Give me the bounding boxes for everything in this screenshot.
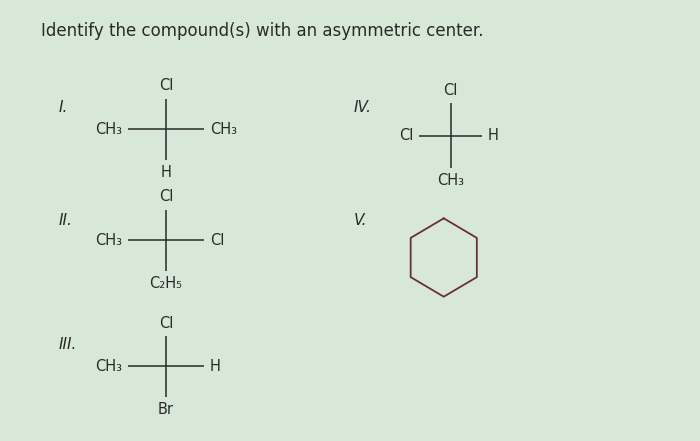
Text: CH₃: CH₃ [95, 232, 122, 247]
Text: Cl: Cl [444, 83, 458, 98]
Text: H: H [160, 165, 172, 180]
Text: Br: Br [158, 402, 174, 417]
Text: CH₃: CH₃ [438, 173, 464, 188]
Text: CH₃: CH₃ [95, 122, 122, 137]
Text: CH₃: CH₃ [95, 359, 122, 374]
Text: Cl: Cl [210, 232, 224, 247]
Text: Cl: Cl [159, 316, 173, 331]
Text: Cl: Cl [159, 189, 173, 204]
Text: C₂H₅: C₂H₅ [150, 276, 183, 291]
Text: II.: II. [58, 213, 72, 228]
Text: Identify the compound(s) with an asymmetric center.: Identify the compound(s) with an asymmet… [41, 22, 484, 41]
Text: Cl: Cl [400, 128, 414, 143]
Text: IV.: IV. [354, 100, 372, 115]
Text: H: H [210, 359, 220, 374]
Text: V.: V. [354, 213, 367, 228]
Text: III.: III. [58, 337, 77, 352]
Text: CH₃: CH₃ [210, 122, 237, 137]
Text: I.: I. [58, 100, 68, 115]
Text: Cl: Cl [159, 78, 173, 93]
Text: H: H [487, 128, 498, 143]
